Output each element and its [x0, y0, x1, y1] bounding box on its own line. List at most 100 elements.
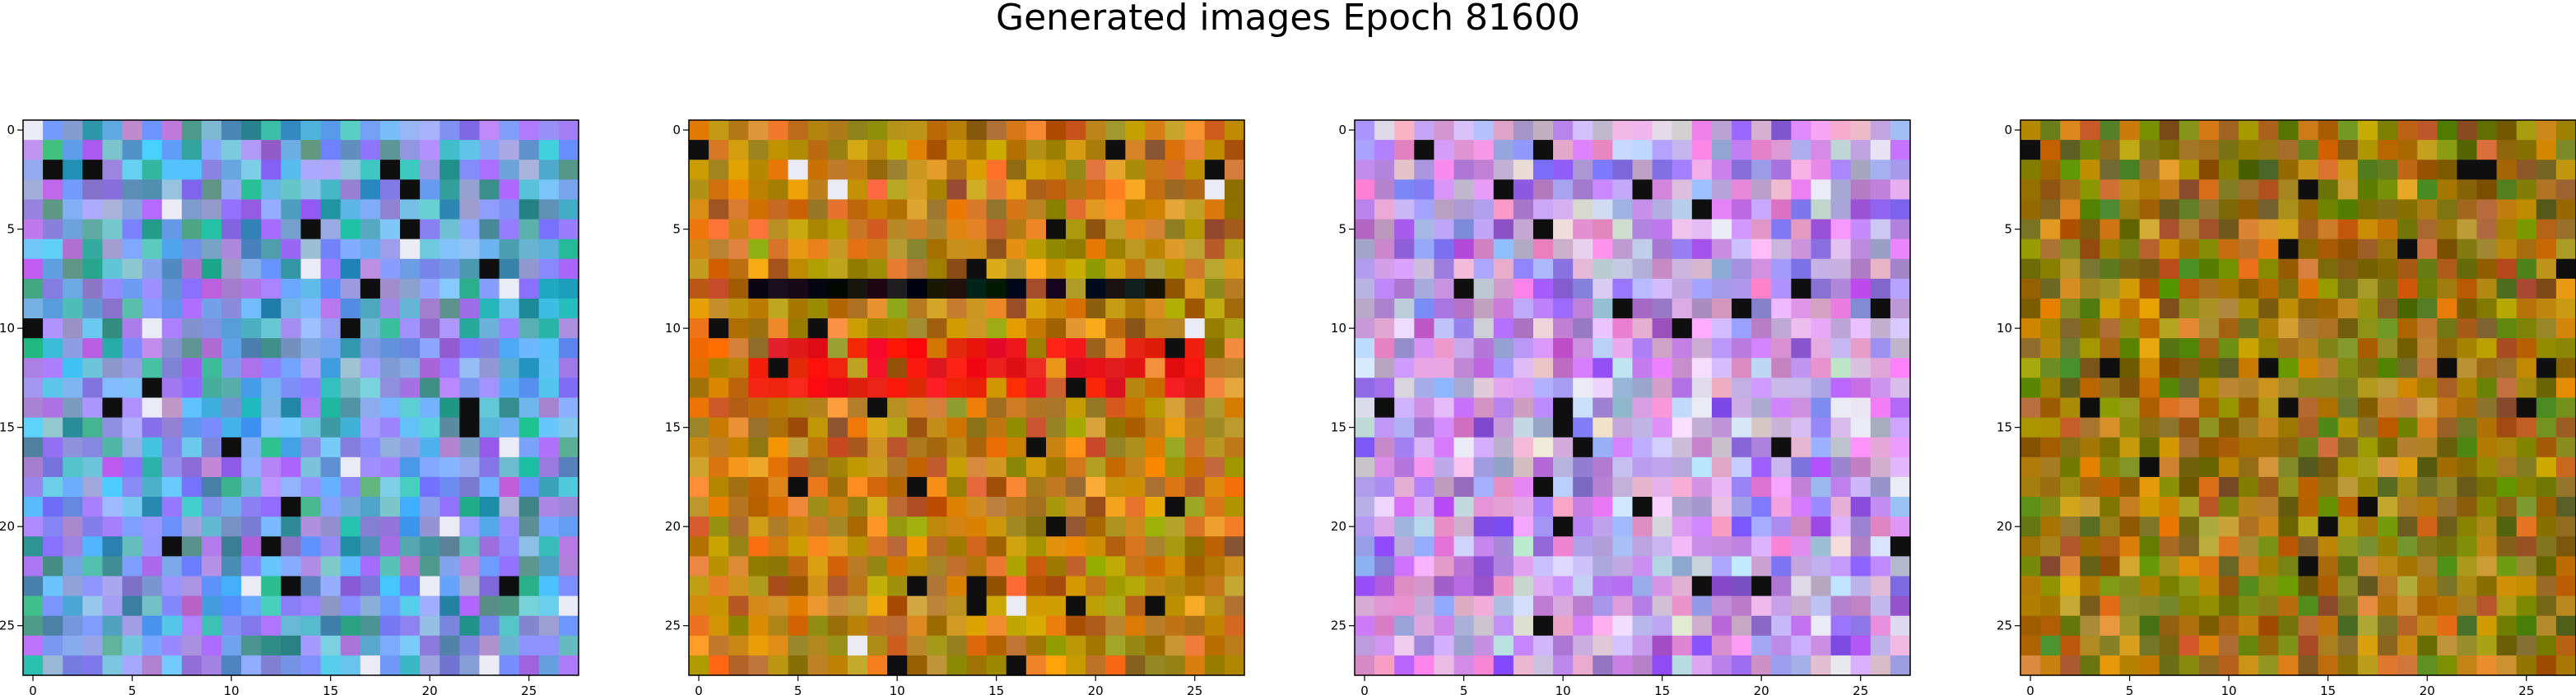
pixel-cell: [1712, 239, 1732, 260]
pixel-cell: [559, 259, 579, 280]
pixel-cell: [1355, 616, 1375, 637]
pixel-cell: [2040, 259, 2061, 280]
pixel-cell: [2199, 576, 2220, 596]
pixel-cell: [1890, 398, 1911, 419]
pixel-cell: [2239, 497, 2259, 517]
pixel-cell: [1145, 160, 1165, 180]
pixel-cell: [1514, 576, 1534, 596]
pixel-cell: [1811, 259, 1831, 280]
pixel-cell: [1751, 199, 1772, 220]
pixel-cell: [43, 438, 63, 458]
pixel-cell: [1494, 457, 1514, 478]
pixel-cell: [2020, 220, 2041, 240]
pixel-cell: [321, 457, 342, 478]
pixel-cell: [1751, 398, 1772, 419]
pixel-cell: [1474, 497, 1495, 517]
pixel-cell: [420, 220, 440, 240]
pixel-cell: [1871, 239, 1891, 260]
pixel-cell: [23, 259, 44, 280]
pixel-cell: [1672, 556, 1693, 577]
pixel-cell: [1890, 318, 1911, 339]
pixel-cell: [2258, 616, 2279, 637]
pixel-cell: [887, 378, 908, 398]
pixel-cell: [828, 378, 849, 398]
pixel-cell: [2338, 199, 2359, 220]
pixel-cell: [2099, 220, 2120, 240]
pixel-cell: [1125, 220, 1146, 240]
pixel-cell: [689, 299, 709, 319]
image-panel-1: 0 5 10 15 20 250510152025: [0, 120, 579, 695]
pixel-cell: [987, 279, 1007, 299]
pixel-cell: [1612, 239, 1633, 260]
pixel-cell: [709, 279, 729, 299]
pixel-cell: [1811, 477, 1831, 498]
pixel-cell: [2040, 418, 2061, 438]
pixel-cell: [2318, 378, 2339, 398]
pixel-cell: [400, 477, 421, 498]
pixel-cell: [709, 239, 729, 260]
pixel-cell: [2060, 358, 2081, 378]
pixel-cell: [221, 536, 242, 557]
pixel-cell: [43, 398, 63, 419]
pixel-cell: [1454, 418, 1475, 438]
x-tick-label: 10: [1555, 683, 1571, 695]
pixel-cell: [202, 576, 222, 596]
pixel-cell: [1573, 497, 1593, 517]
pixel-cell: [2517, 596, 2537, 617]
pixel-cell: [1434, 477, 1454, 498]
pixel-cell: [1771, 536, 1792, 557]
pixel-cell: [2517, 418, 2537, 438]
pixel-cell: [2040, 140, 2061, 160]
pixel-cell: [2179, 318, 2200, 339]
pixel-cell: [500, 398, 520, 419]
pixel-cell: [1732, 576, 1752, 596]
pixel-cell: [2556, 160, 2576, 180]
pixel-cell: [23, 517, 44, 537]
pixel-cell: [1046, 120, 1067, 141]
pixel-cell: [1066, 378, 1086, 398]
pixel-cell: [2239, 576, 2259, 596]
pixel-cell: [82, 398, 103, 419]
pixel-cell: [1653, 656, 1673, 676]
pixel-cell: [1771, 398, 1792, 419]
pixel-cell: [2258, 497, 2279, 517]
pixel-cell: [907, 259, 928, 280]
pixel-cell: [867, 378, 888, 398]
pixel-cell: [1533, 239, 1554, 260]
pixel-cell: [748, 120, 769, 141]
pixel-cell: [162, 239, 183, 260]
pixel-cell: [63, 398, 83, 419]
pixel-cell: [1653, 536, 1673, 557]
pixel-cell: [2397, 398, 2418, 419]
pixel-cell: [1165, 438, 1186, 458]
pixel-cell: [2378, 438, 2398, 458]
pixel-cell: [987, 656, 1007, 676]
pixel-cell: [2318, 556, 2339, 577]
pixel-cell: [182, 457, 202, 478]
pixel-cell: [2140, 517, 2160, 537]
pixel-cell: [2179, 338, 2200, 359]
pixel-cell: [1046, 220, 1067, 240]
pixel-cell: [2140, 378, 2160, 398]
pixel-cell: [2378, 259, 2398, 280]
pixel-cell: [261, 497, 281, 517]
pixel-cell: [1494, 120, 1514, 141]
pixel-cell: [519, 239, 540, 260]
pixel-cell: [2160, 140, 2180, 160]
pixel-cell: [2179, 239, 2200, 260]
pixel-cell: [559, 656, 579, 676]
pixel-cell: [1573, 576, 1593, 596]
pixel-cell: [2040, 556, 2061, 577]
pixel-cell: [301, 438, 322, 458]
pixel-cell: [500, 220, 520, 240]
pixel-cell: [400, 299, 421, 319]
pixel-cell: [1732, 318, 1752, 339]
pixel-cell: [848, 199, 868, 220]
pixel-cell: [1434, 656, 1454, 676]
pixel-cell: [987, 299, 1007, 319]
pixel-cell: [1414, 497, 1434, 517]
pixel-cell: [1145, 140, 1165, 160]
pixel-cell: [459, 279, 480, 299]
pixel-cell: [459, 457, 480, 478]
pixel-cell: [1355, 378, 1375, 398]
